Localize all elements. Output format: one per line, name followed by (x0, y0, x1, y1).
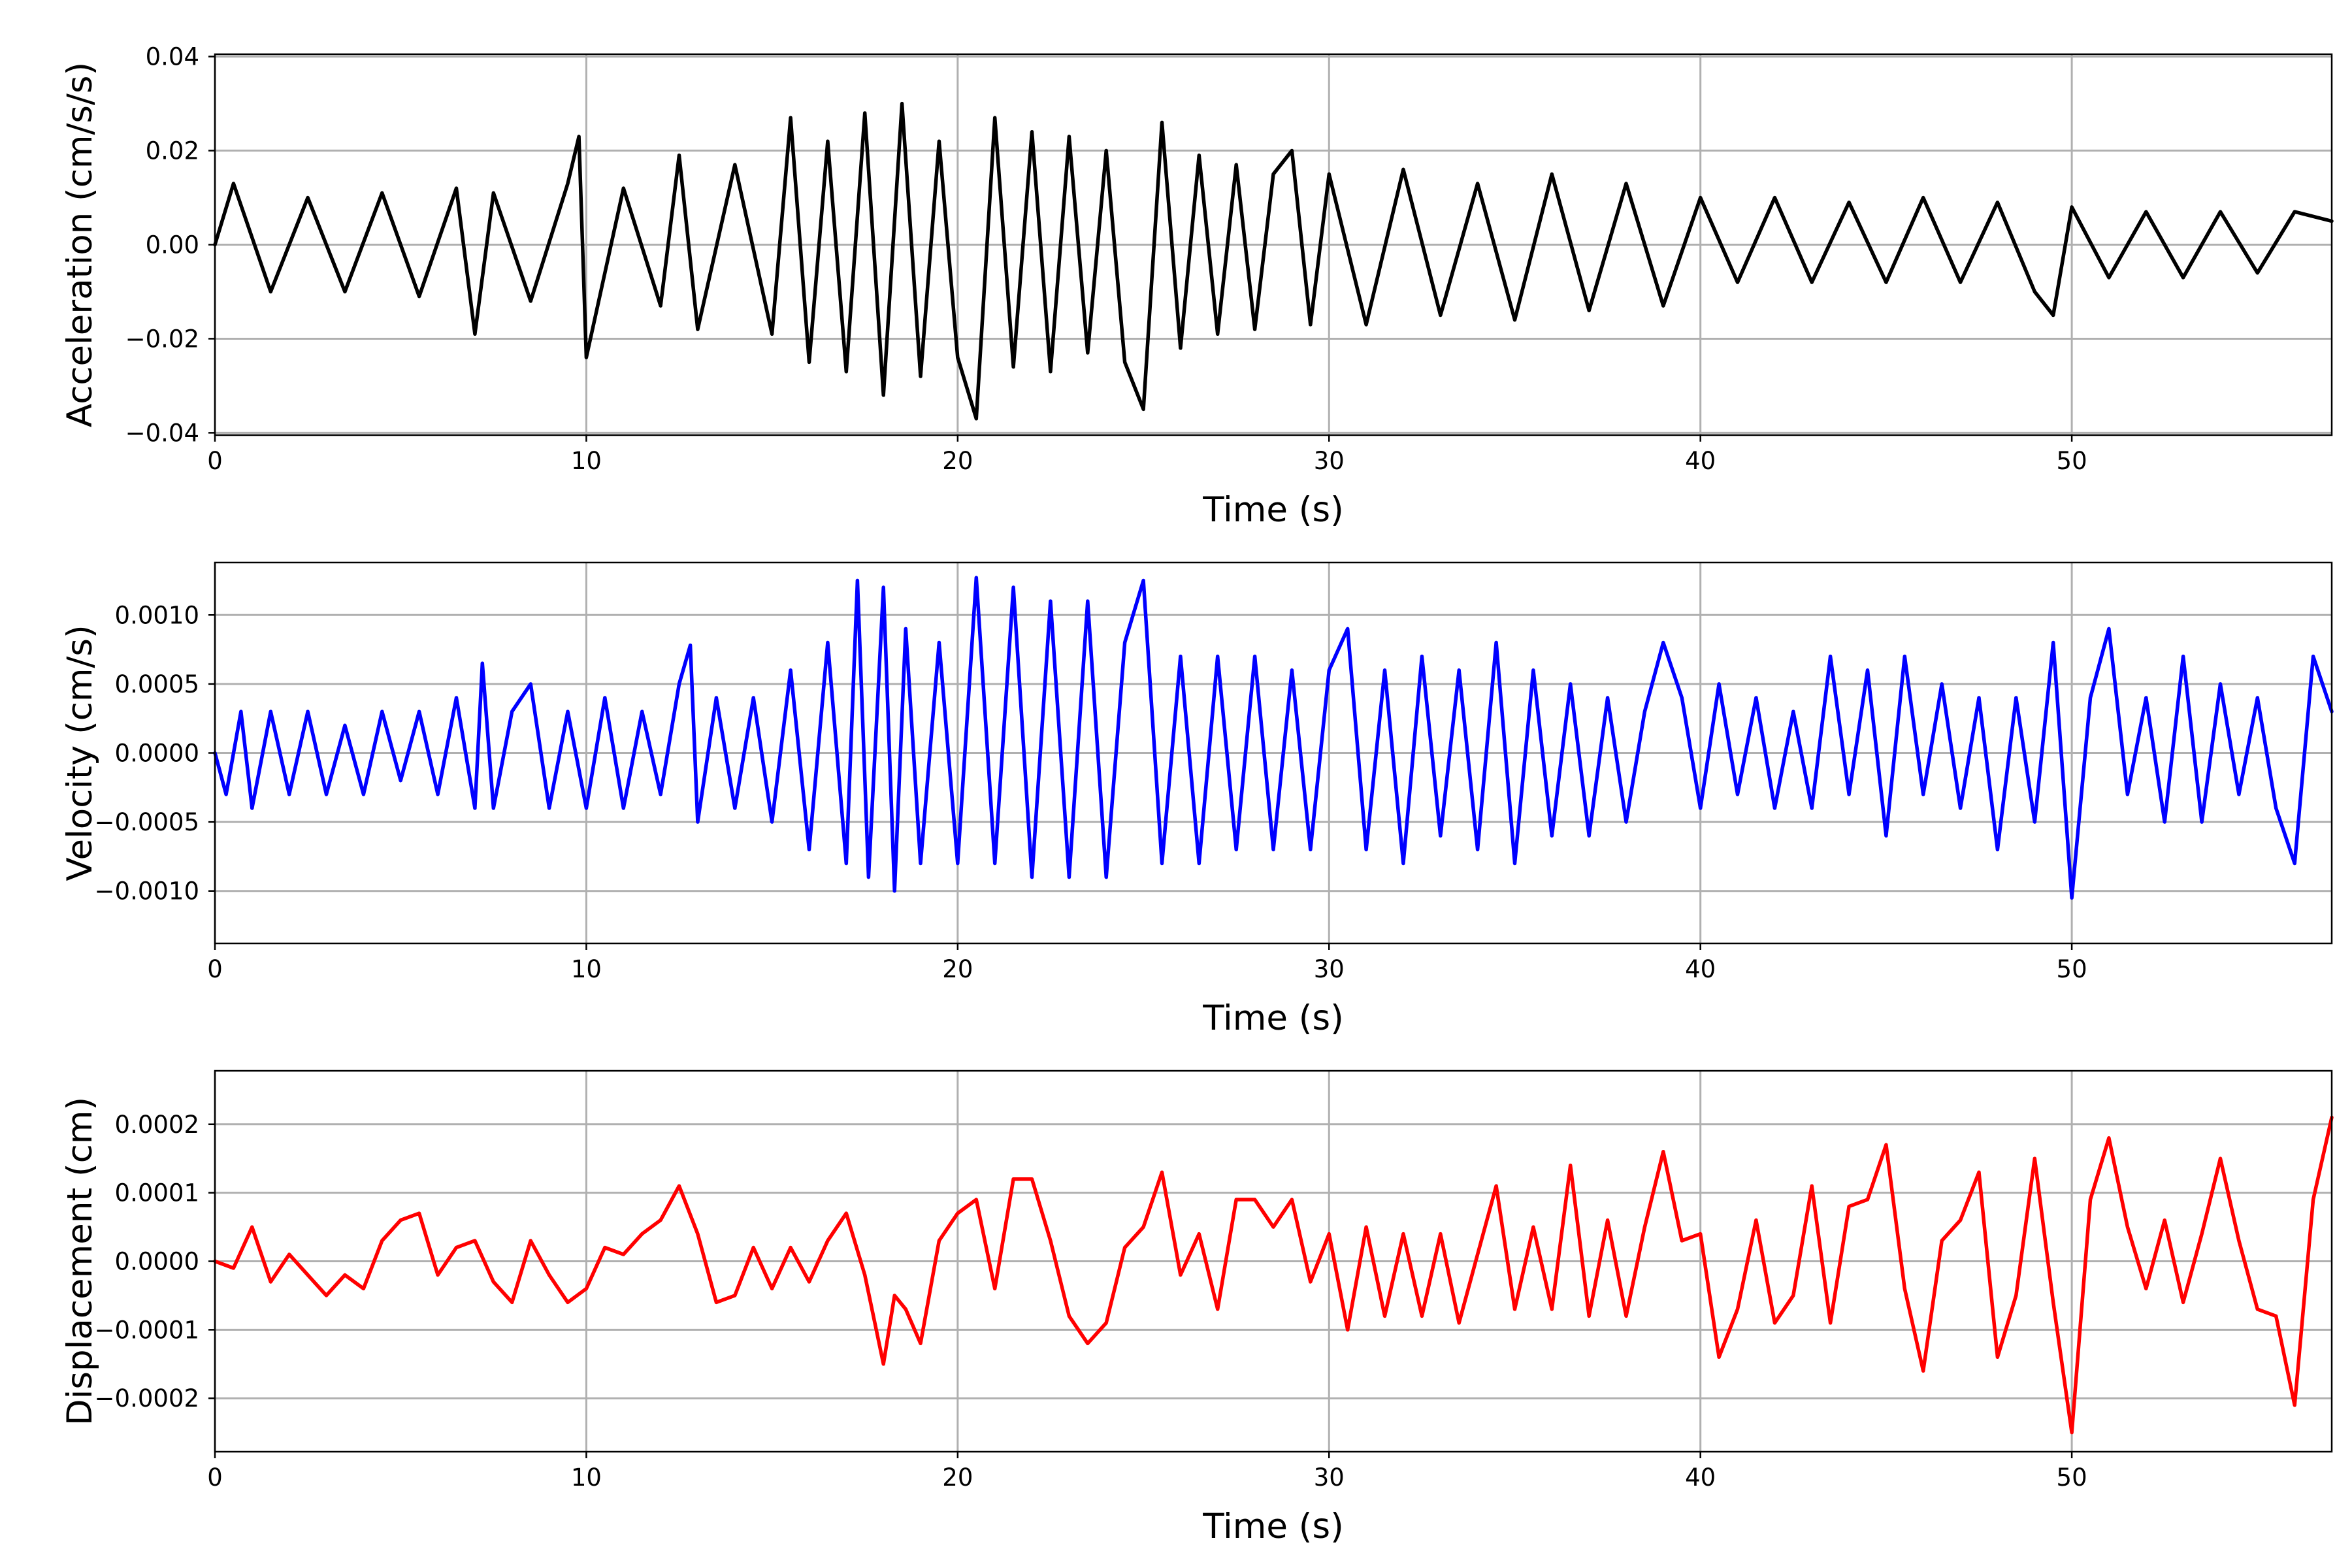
velocity-ytick-label-1: −0.0005 (95, 808, 199, 836)
velocity-ytick-label-4: 0.0010 (115, 601, 199, 629)
velocity-xtick-label-1: 10 (571, 955, 602, 983)
displacement-ytick-label-4: 0.0002 (115, 1111, 199, 1139)
acceleration-xtick-label-0: 0 (207, 447, 223, 475)
velocity-xlabel: Time (s) (1202, 998, 1344, 1038)
acceleration-xtick-label-4: 40 (1685, 447, 1716, 475)
displacement-xtick-label-2: 20 (942, 1463, 973, 1492)
acceleration-xtick-label-5: 50 (2057, 447, 2087, 475)
velocity-ytick-label-0: −0.0010 (95, 877, 199, 906)
acceleration-ytick-label-0: −0.04 (125, 419, 199, 447)
acceleration-ytick-label-2: 0.00 (146, 231, 199, 259)
displacement-xtick-label-1: 10 (571, 1463, 602, 1492)
displacement-xtick-label-5: 50 (2057, 1463, 2087, 1492)
acceleration-ytick-label-3: 0.02 (146, 137, 199, 165)
velocity-ylabel: Velocity (cm/s) (60, 625, 100, 881)
velocity-panel: 0 10 20 30 40 50 −0.0010 −0.0005 0.0000 0.0005 0.0… (60, 561, 2334, 1038)
displacement-series-line (213, 1115, 2334, 1435)
velocity-xtick-label-2: 20 (942, 955, 973, 983)
velocity-xtick-label-0: 0 (207, 955, 223, 983)
displacement-ylabel: Displacement (cm) (60, 1097, 100, 1426)
velocity-xtick-label-3: 30 (1314, 955, 1345, 983)
acceleration-xtick-label-1: 10 (571, 447, 602, 475)
velocity-ytick-label-3: 0.0005 (115, 670, 199, 698)
acceleration-ytick-label-4: 0.04 (146, 43, 199, 71)
displacement-xtick-label-0: 0 (207, 1463, 223, 1492)
displacement-ytick-label-0: −0.0002 (95, 1384, 199, 1413)
displacement-xtick-label-3: 30 (1314, 1463, 1345, 1492)
velocity-ytick-label-2: 0.0000 (115, 740, 199, 768)
acceleration-ylabel: Acceleration (cm/s/s) (60, 62, 100, 427)
displacement-panel: 0 10 20 30 40 50 −0.0002 −0.0001 0.0000 0.0001 0.0… (60, 1070, 2334, 1546)
acceleration-xtick-label-3: 30 (1314, 447, 1345, 475)
displacement-ytick-label-3: 0.0001 (115, 1179, 199, 1207)
velocity-series-line (213, 576, 2334, 900)
acceleration-panel: 0 10 20 30 40 50 −0.04 −0.02 0.00 0.02 0.04 Time (s… (60, 43, 2334, 530)
displacement-xlabel: Time (s) (1202, 1507, 1344, 1546)
displacement-xtick-label-4: 40 (1685, 1463, 1716, 1492)
acceleration-ytick-label-1: −0.02 (125, 325, 199, 353)
acceleration-series-line (213, 101, 2334, 421)
velocity-xtick-label-5: 50 (2057, 955, 2087, 983)
displacement-ytick-label-1: −0.0001 (95, 1316, 199, 1344)
velocity-xtick-label-4: 40 (1685, 955, 1716, 983)
displacement-ytick-label-2: 0.0000 (115, 1248, 199, 1276)
acceleration-xlabel: Time (s) (1202, 490, 1344, 530)
acceleration-xtick-label-2: 20 (942, 447, 973, 475)
